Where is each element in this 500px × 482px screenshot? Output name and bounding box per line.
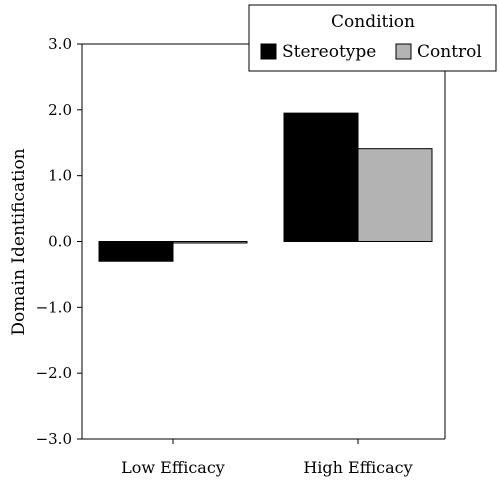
bar-stereotype-high-efficacy <box>283 112 359 242</box>
y-tick-label: −1.0 <box>36 298 72 316</box>
legend-label-stereotype: Stereotype <box>282 42 376 62</box>
bar-stereotype-low-efficacy <box>98 241 174 262</box>
bar-control-low-efficacy <box>172 241 248 244</box>
y-tick-label: 3.0 <box>48 35 72 53</box>
y-tick-label: −2.0 <box>36 364 72 382</box>
y-tick-label: 0.0 <box>48 233 72 251</box>
y-tick-label: 2.0 <box>48 101 72 119</box>
plot-area <box>82 43 446 439</box>
legend: Condition Stereotype Control <box>248 4 497 72</box>
bar-control-high-efficacy <box>357 148 433 242</box>
y-axis: 3.0 2.0 1.0 0.0 −1.0 −2.0 −3.0 <box>36 35 83 448</box>
legend-swatch-control <box>395 43 412 60</box>
legend-swatch-stereotype <box>260 43 277 60</box>
x-category-label: High Efficacy <box>303 458 412 477</box>
x-axis: Low Efficacy High Efficacy <box>82 438 445 477</box>
y-tick-label: 1.0 <box>48 167 72 185</box>
y-axis-title: Domain Identification <box>9 148 29 335</box>
x-category-label: Low Efficacy <box>121 458 225 477</box>
legend-label-control: Control <box>417 42 482 62</box>
y-tick-label: −3.0 <box>36 430 72 448</box>
legend-box <box>248 4 497 72</box>
legend-title: Condition <box>331 12 415 32</box>
